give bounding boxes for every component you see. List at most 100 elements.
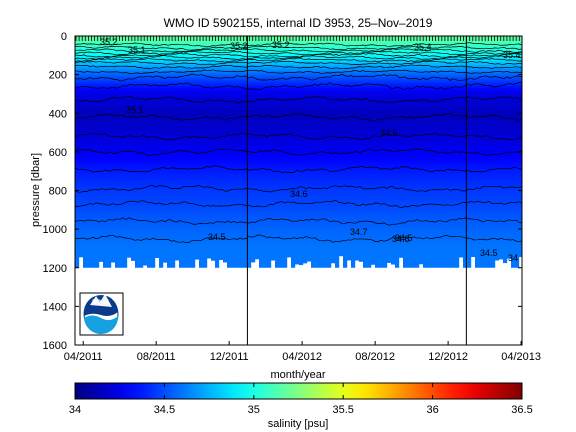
field-column-bottom [415, 248, 420, 268]
colorbar-tick-label: 34 [69, 404, 81, 416]
field-column-bottom [507, 248, 512, 259]
chart-title: WMO ID 5902155, internal ID 3953, 25–Nov… [164, 16, 433, 30]
field-column-bottom [179, 248, 184, 268]
field-band [75, 171, 522, 174]
field-band [75, 192, 522, 195]
field-column-bottom [431, 248, 436, 268]
x-tick-label: 04/2013 [501, 351, 541, 363]
field-column-bottom [219, 248, 224, 261]
field-column-bottom [427, 248, 432, 268]
field-band [75, 188, 522, 192]
field-band [75, 173, 522, 176]
field-column-bottom [447, 248, 452, 268]
contour-label: 34.7 [350, 227, 368, 237]
field-column-bottom [483, 248, 488, 268]
field-band [75, 82, 522, 85]
field-band [75, 155, 522, 159]
field-column-bottom [407, 248, 412, 268]
field-band [75, 246, 522, 250]
field-column-bottom [487, 248, 492, 268]
contour-label: 34.6 [392, 234, 410, 244]
colorbar-tick-label: 34.5 [154, 404, 175, 416]
contour-line [75, 50, 522, 56]
field-column-bottom [315, 248, 320, 268]
contour-line [75, 132, 522, 141]
field-column-bottom [163, 248, 168, 263]
field-band [75, 80, 522, 83]
field-column-bottom [215, 248, 220, 268]
field-band [75, 198, 522, 201]
field-band [75, 107, 522, 110]
field-band [75, 142, 522, 145]
field-column-bottom [363, 248, 368, 268]
field-band [75, 47, 522, 51]
field-band [75, 136, 522, 139]
field-column-bottom [99, 248, 104, 262]
field-column-bottom [455, 248, 460, 268]
contour-label: 34.5 [208, 232, 226, 242]
x-tick-label: 08/2011 [137, 351, 176, 363]
colorbar-ticks: 34 34.5 35 35.5 36 36.5 [69, 383, 533, 416]
field-column-bottom [519, 248, 522, 257]
field-band [75, 213, 522, 217]
field-band [75, 99, 522, 103]
contour-label: 35.1 [128, 45, 146, 55]
field-column-bottom [283, 248, 288, 268]
svg-text:NOAA: NOAA [92, 300, 110, 306]
field-band [75, 153, 522, 157]
field-band [75, 209, 522, 213]
field-band [75, 231, 522, 234]
field-column-bottom [111, 248, 116, 263]
field-column-bottom [475, 248, 480, 268]
field-band [75, 159, 522, 163]
field-column-bottom [311, 248, 316, 268]
salinity-contours [75, 42, 522, 243]
contour-label: 34.5 [395, 233, 413, 243]
field-column-bottom [375, 248, 380, 268]
field-band [75, 225, 522, 228]
noaa-logo: NOAA [79, 292, 124, 336]
y-tick-label: 200 [49, 70, 67, 82]
colorbar-tick-label: 35.5 [332, 404, 353, 416]
field-column-bottom [495, 248, 500, 261]
field-column-bottom [503, 248, 508, 264]
contour-line [75, 217, 522, 226]
field-band [75, 165, 522, 168]
field-band [75, 138, 522, 141]
field-column-bottom [387, 248, 392, 263]
field-band [75, 242, 522, 246]
field-band [75, 53, 522, 56]
field-column-bottom [371, 248, 376, 265]
field-band [75, 180, 522, 184]
field-column-bottom [255, 248, 260, 260]
field-band [75, 74, 522, 78]
field-band [75, 120, 522, 124]
x-tick-label: 08/2012 [355, 351, 395, 363]
field-column-bottom [267, 248, 272, 268]
x-tick-label: 04/2012 [282, 351, 322, 363]
x-axis-title: month/year [270, 369, 325, 381]
contour-line [75, 96, 522, 104]
field-band [75, 194, 522, 197]
field-band [75, 126, 522, 130]
field-band [75, 51, 522, 54]
contour-label: 35.2 [272, 40, 290, 50]
field-column-bottom [511, 248, 516, 268]
field-column-bottom [135, 248, 140, 268]
field-column-bottom [479, 248, 484, 268]
contour-line [75, 82, 522, 90]
field-column-bottom [279, 248, 284, 268]
field-column-bottom [439, 248, 444, 268]
colorbar-tick-label: 36 [426, 404, 438, 416]
field-column-bottom [159, 248, 164, 268]
field-band [75, 238, 522, 242]
field-column-bottom [443, 248, 448, 268]
contour-line [75, 234, 522, 243]
field-column-bottom [123, 248, 128, 268]
field-band [75, 229, 522, 232]
field-band [75, 221, 522, 224]
field-column-bottom [151, 248, 156, 268]
field-band [75, 178, 522, 182]
colorbar-tick-label: 35 [248, 404, 260, 416]
field-band [75, 184, 522, 188]
